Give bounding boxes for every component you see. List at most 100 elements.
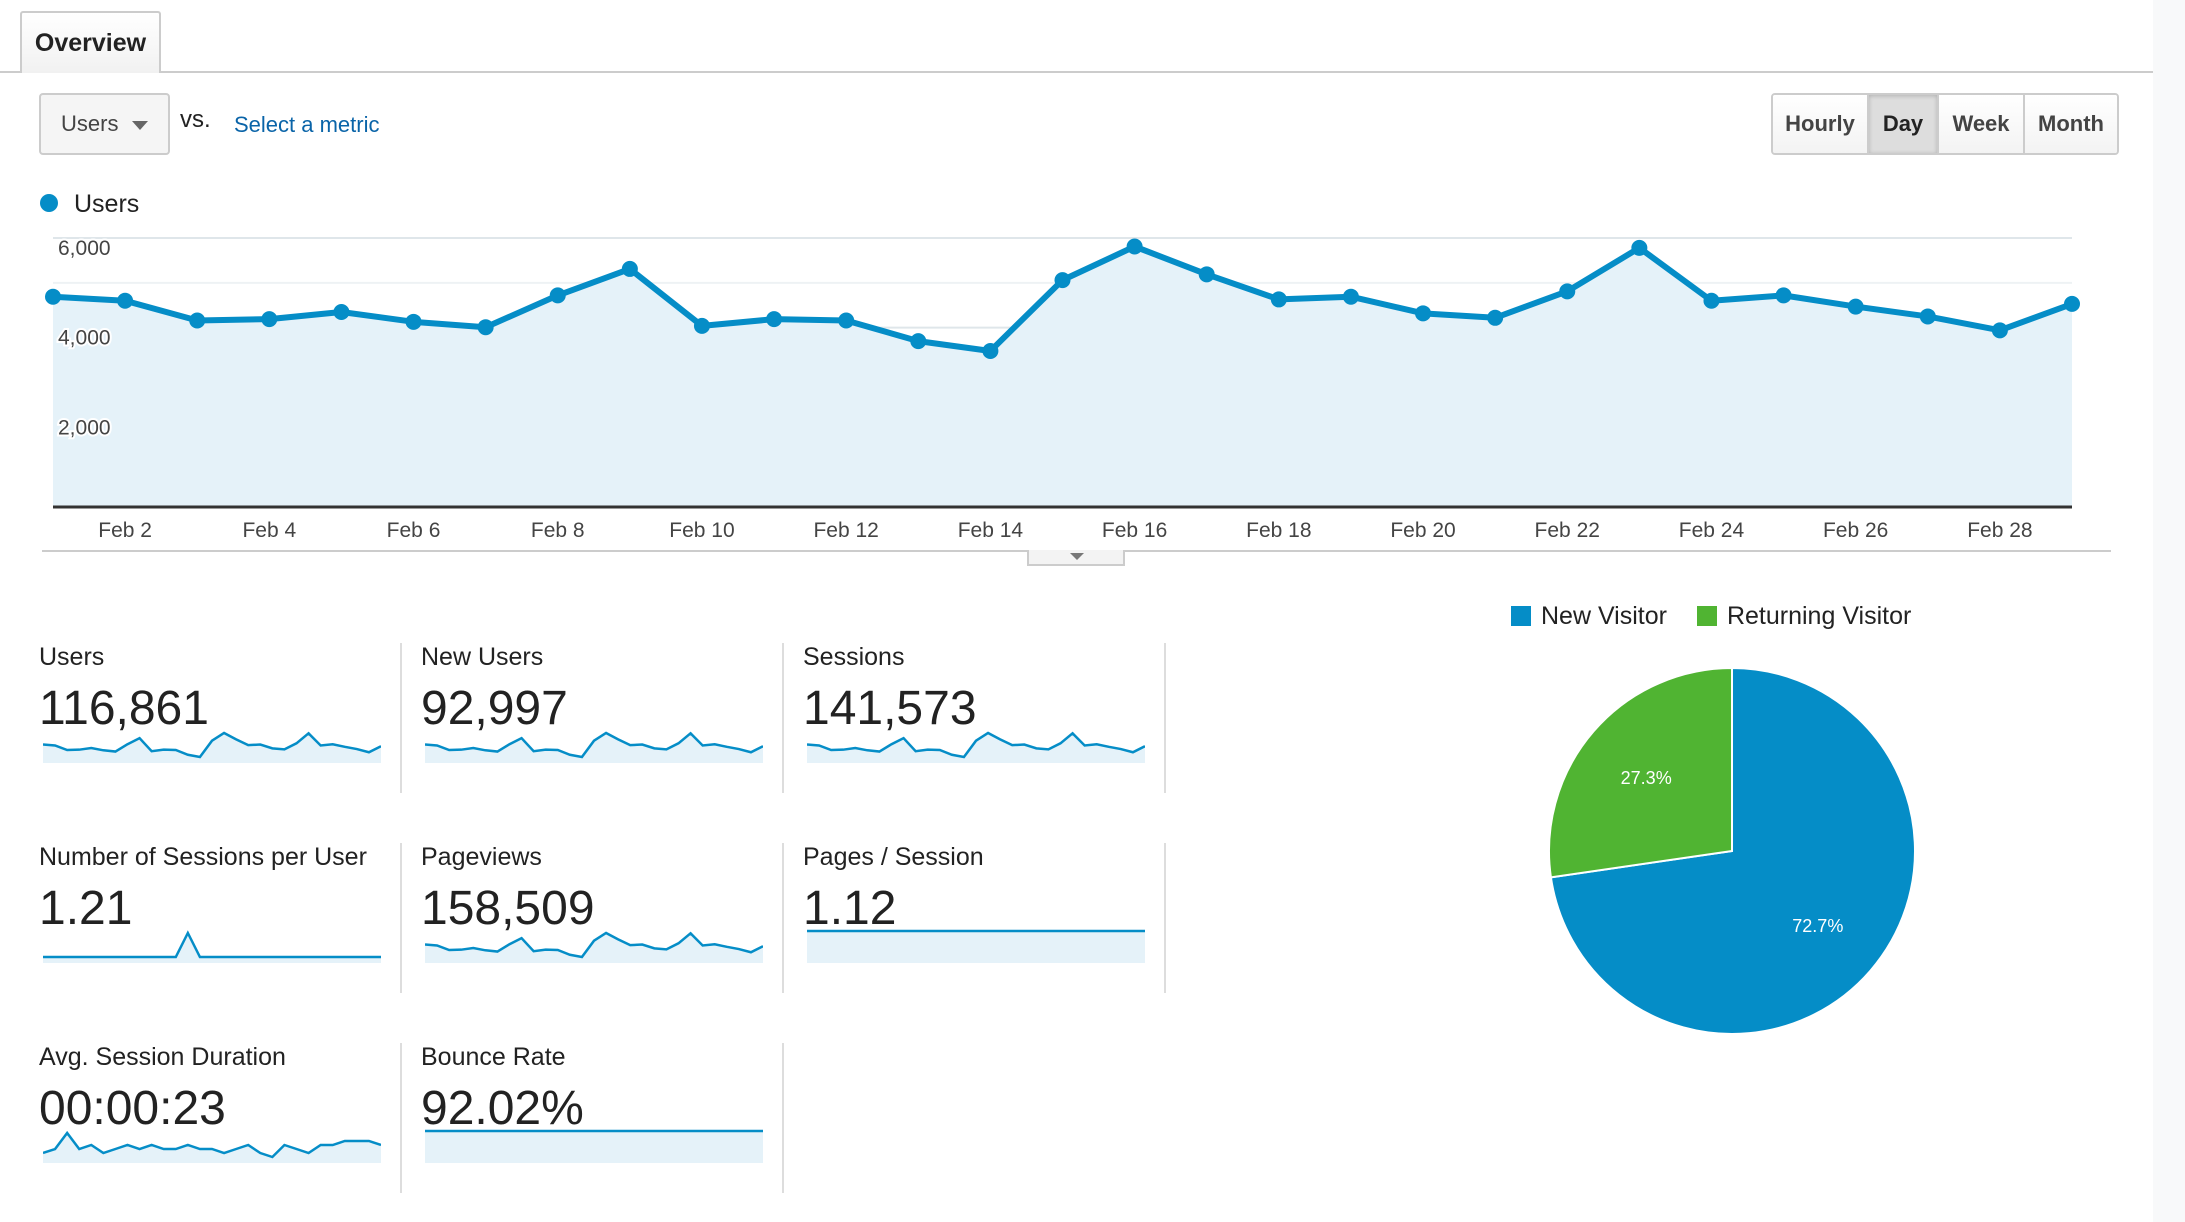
sparkline-line: [43, 930, 381, 959]
scorecard-avg-session-duration[interactable]: Avg. Session Duration 00:00:23: [39, 1043, 400, 1193]
scorecard-label: Users: [39, 643, 105, 671]
scorecard-bounce-rate[interactable]: Bounce Rate 92.02%: [421, 1043, 782, 1193]
scorecard-value: 92,997: [421, 682, 568, 735]
x-tick-label: Feb 28: [1967, 519, 2032, 542]
pie-slice-label: 27.3%: [1621, 768, 1672, 788]
scorecard-sessions[interactable]: Sessions 141,573: [803, 643, 1164, 793]
scorecard-divider: [400, 643, 402, 793]
sparkline: [43, 930, 381, 963]
sparkline-fill: [807, 931, 1145, 963]
data-point: [1919, 308, 1936, 325]
scorecard-label: Bounce Rate: [421, 1043, 566, 1071]
data-point: [1775, 287, 1792, 304]
scorecard-new-users[interactable]: New Users 92,997: [421, 643, 782, 793]
sparkline-line: [425, 931, 763, 959]
tab-overview[interactable]: Overview: [20, 11, 161, 73]
new-visitor-swatch-icon: [1511, 606, 1531, 626]
x-tick-label: Feb 12: [813, 519, 878, 542]
sparkline: [43, 731, 381, 763]
sparkline-fill: [425, 733, 763, 763]
x-tick-label: Feb 20: [1390, 519, 1455, 542]
x-tick-label: Feb 26: [1823, 519, 1888, 542]
data-point: [405, 313, 422, 330]
x-tick-label: Feb 14: [958, 519, 1024, 542]
sparkline: [425, 931, 763, 963]
data-point: [549, 287, 566, 304]
select-metric-link[interactable]: Select a metric: [234, 112, 380, 137]
data-point: [1559, 283, 1576, 300]
pie-slice-label: 72.7%: [1792, 916, 1843, 936]
sparkline: [425, 731, 763, 763]
data-point: [1054, 272, 1071, 289]
data-point: [1631, 239, 1648, 256]
scorecard-label: New Users: [421, 643, 544, 671]
x-tick-label: Feb 24: [1679, 519, 1745, 542]
hourly-button[interactable]: Hourly: [1773, 95, 1869, 153]
sparkline: [807, 929, 1145, 963]
legend-label: Returning Visitor: [1726, 602, 1912, 630]
data-point: [2064, 295, 2080, 312]
sparkline-fill: [425, 1131, 763, 1163]
sparkline: [807, 731, 1145, 763]
legend-label: New Visitor: [1541, 602, 1667, 630]
scorecard-divider: [1164, 643, 1166, 793]
sparkline-line: [43, 1130, 381, 1159]
data-point: [693, 317, 710, 334]
right-scroll-gutter: [2153, 0, 2185, 1222]
x-tick-label: Feb 10: [669, 519, 734, 542]
metric-dropdown-value: Users: [61, 111, 119, 136]
data-point: [333, 303, 350, 320]
x-tick-label: Feb 6: [387, 519, 441, 542]
x-tick-label: Feb 4: [242, 519, 296, 542]
scorecard-value: 116,861: [39, 682, 209, 735]
visitor-pie-chart: 72.7% 27.3%: [1548, 666, 1916, 1035]
y-tick-label: 6,000: [58, 237, 111, 260]
month-button[interactable]: Month: [2025, 95, 2117, 153]
sparkline: [43, 1130, 381, 1163]
scorecard-users[interactable]: Users 116,861: [39, 643, 400, 793]
x-tick-label: Feb 18: [1246, 519, 1311, 542]
scorecard-value: 00:00:23: [39, 1082, 226, 1135]
sparkline-fill: [43, 1133, 381, 1163]
week-button[interactable]: Week: [1939, 95, 2025, 153]
scorecard-value: 141,573: [803, 682, 977, 735]
data-point: [45, 288, 61, 305]
caret-down-icon: [132, 121, 148, 130]
caret-down-icon: [1070, 553, 1084, 560]
scorecard-value: 1.12: [803, 882, 897, 935]
returning-visitor-swatch-icon: [1696, 606, 1717, 626]
x-tick-label: Feb 2: [98, 519, 152, 542]
data-point: [117, 292, 134, 309]
legend-new-visitor[interactable]: New Visitor: [1511, 602, 1667, 631]
scorecard-divider: [400, 1043, 402, 1193]
scorecard-pages-session[interactable]: Pages / Session 1.12: [803, 843, 1164, 993]
data-point: [189, 312, 206, 329]
chart-collapse-toggle[interactable]: [1027, 550, 1125, 566]
x-tick-label: Feb 16: [1102, 519, 1167, 542]
sparkline: [425, 1129, 763, 1163]
y-tick-label: 2,000: [58, 416, 111, 439]
users-legend-dot-icon: [40, 194, 58, 212]
metric-dropdown[interactable]: Users: [39, 93, 170, 155]
scorecard-value: 92.02%: [421, 1082, 584, 1135]
day-button[interactable]: Day: [1869, 95, 1939, 153]
data-point: [982, 342, 999, 359]
scorecard-label: Pageviews: [421, 843, 542, 871]
scorecard-number-of-sessions-per-user[interactable]: Number of Sessions per User 1.21: [39, 843, 400, 993]
chart-legend-label: Users: [74, 190, 140, 218]
data-point: [1126, 238, 1143, 255]
granularity-toggle: Hourly Day Week Month: [1771, 93, 2119, 155]
sparkline-fill: [807, 733, 1145, 763]
data-point: [766, 311, 783, 328]
legend-returning-visitor[interactable]: Returning Visitor: [1696, 602, 1912, 631]
data-point: [1415, 305, 1432, 322]
vs-label: vs.: [180, 106, 211, 133]
data-point: [1847, 298, 1864, 315]
scorecard-pageviews[interactable]: Pageviews 158,509: [421, 843, 782, 993]
scorecard-divider: [400, 843, 402, 993]
scorecard-label: Pages / Session: [803, 843, 984, 871]
scorecard-value: 158,509: [421, 882, 595, 935]
scorecard-label: Number of Sessions per User: [39, 843, 367, 871]
data-point: [1270, 291, 1287, 308]
pie-slice-returning-visitor: [1548, 666, 1733, 879]
